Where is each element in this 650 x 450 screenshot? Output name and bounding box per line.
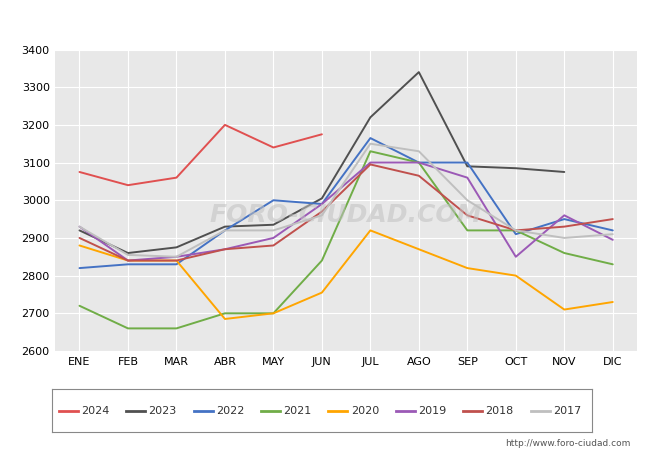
Text: 2018: 2018 [486,405,514,416]
Text: http://www.foro-ciudad.com: http://www.foro-ciudad.com [505,439,630,448]
Text: 2021: 2021 [283,405,311,416]
Text: Afiliados en Ribadeo a 31/5/2024: Afiliados en Ribadeo a 31/5/2024 [188,11,462,29]
Text: 2024: 2024 [81,405,109,416]
Text: 2023: 2023 [148,405,177,416]
Text: 2020: 2020 [351,405,379,416]
Text: 2017: 2017 [553,405,581,416]
Text: 2019: 2019 [418,405,447,416]
Text: 2022: 2022 [216,405,244,416]
Text: FORO-CIUDAD.COM: FORO-CIUDAD.COM [210,203,482,227]
